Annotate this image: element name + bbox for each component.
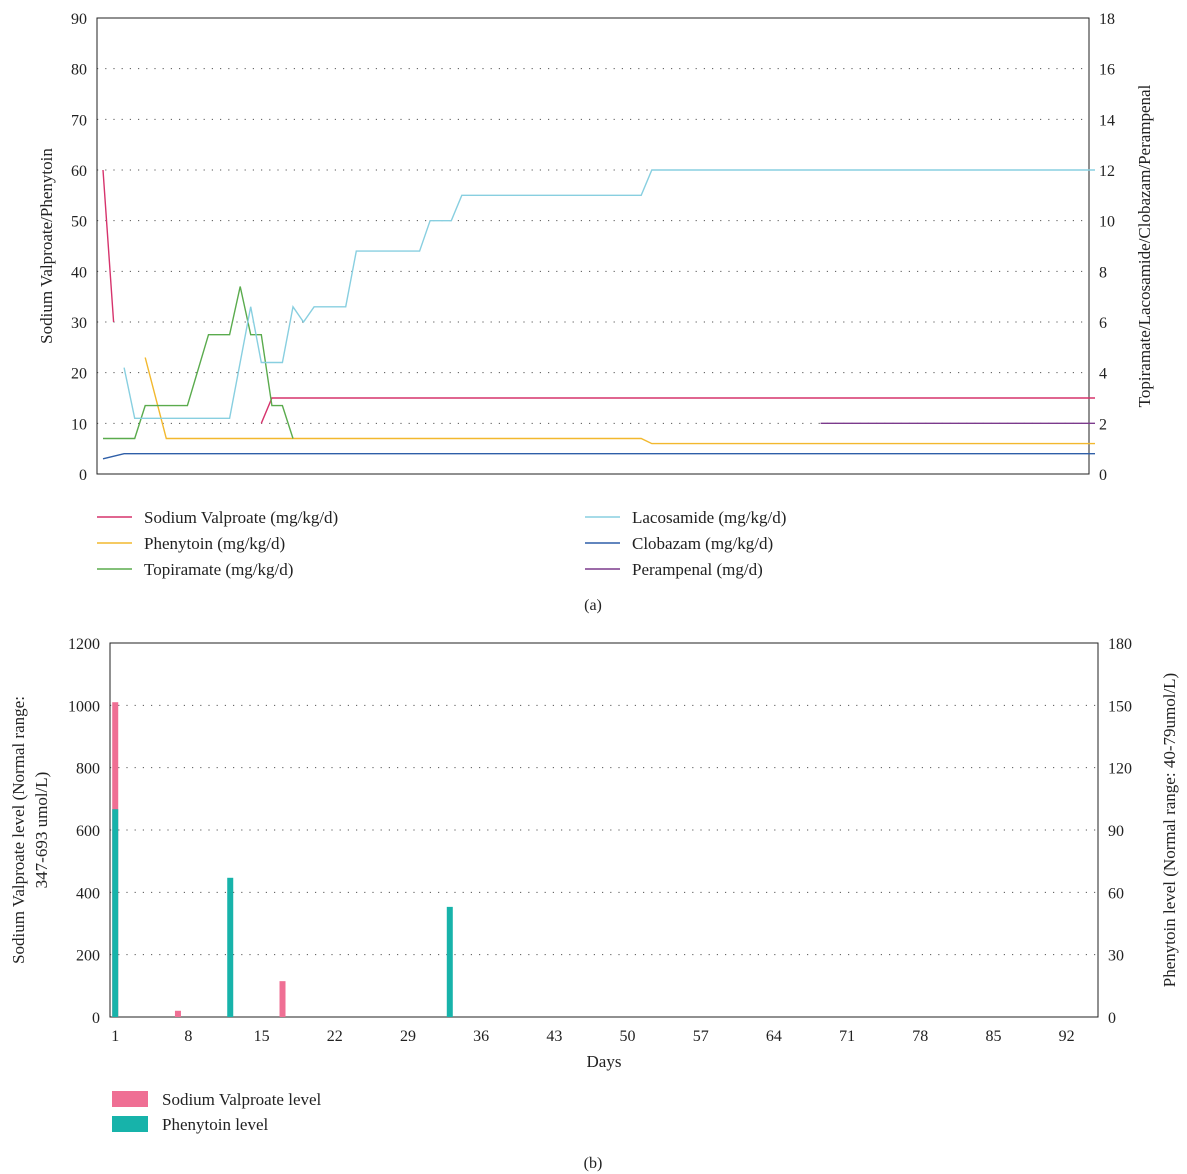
legend-label: Phenytoin (mg/kg/d)	[144, 534, 285, 553]
x-tick-label: 29	[400, 1028, 416, 1045]
y-right-tick-label: 10	[1099, 214, 1115, 231]
panel-b-bar-chart: 0 200 400 600 800 1000 1200 0 30 60 90 120 150 180 1 8 1…	[9, 636, 1179, 1172]
y-left-tick-label: 1200	[68, 636, 100, 653]
bar-phenytoin	[227, 877, 234, 1017]
series-line-4	[123, 169, 1095, 419]
plot-frame	[96, 17, 1090, 475]
x-tick-label: 50	[620, 1028, 636, 1045]
y-right-tick-label: 8	[1099, 264, 1107, 281]
x-tick-label: 85	[985, 1028, 1001, 1045]
series-line-2	[144, 357, 1095, 445]
bar-phenytoin	[446, 906, 453, 1017]
y-right-axis-title: Topiramate/Lacosamide/Clobazam/Perampena…	[1135, 84, 1154, 407]
y-right-tick-label: 180	[1108, 636, 1132, 653]
legend-label: Sodium Valproate level	[162, 1090, 322, 1109]
x-tick-label: 22	[327, 1028, 343, 1045]
y-left-tick-label: 60	[71, 163, 87, 180]
x-tick-label: 64	[766, 1028, 782, 1045]
panel-a-line-chart: 0 10 20 30 40 50 60 70 80 90 0 2 4 6 8 10 12 14 16 18 Sodium…	[37, 11, 1154, 614]
x-tick-label: 43	[546, 1028, 562, 1045]
x-axis-title: Days	[587, 1052, 622, 1071]
y-right-tick-label: 0	[1108, 1010, 1116, 1027]
panel-label-a: (a)	[584, 597, 602, 614]
y-left-tick-label: 30	[71, 315, 87, 332]
legend-label: Clobazam (mg/kg/d)	[632, 534, 773, 553]
series-line-5	[102, 453, 1095, 460]
x-tick-label: 71	[839, 1028, 855, 1045]
y-right-tick-label: 60	[1108, 885, 1124, 902]
y-left-tick-label: 20	[71, 366, 87, 383]
legend-swatch	[112, 1116, 148, 1132]
x-tick-label: 15	[254, 1028, 270, 1045]
y-right-tick-label: 90	[1108, 823, 1124, 840]
x-tick-label: 92	[1059, 1028, 1075, 1045]
y-right-tick-label: 30	[1108, 948, 1124, 965]
legend-label: Sodium Valproate (mg/kg/d)	[144, 508, 338, 527]
y-left-tick-label: 90	[71, 11, 87, 28]
y-left-tick-label: 600	[76, 823, 100, 840]
x-tick-label: 78	[912, 1028, 928, 1045]
y-left-tick-label: 10	[71, 416, 87, 433]
legend-label: Phenytoin level	[162, 1115, 269, 1134]
y-right-tick-label: 2	[1099, 416, 1107, 433]
y-right-tick-label: 14	[1099, 112, 1115, 129]
y-left-tick-label: 1000	[68, 698, 100, 715]
legend-swatch	[112, 1091, 148, 1107]
bar-valproate	[279, 981, 286, 1017]
y-right-axis-title: Phenytoin level (Normal range: 40-79umol…	[1160, 673, 1179, 987]
panel-label-b: (b)	[584, 1155, 603, 1172]
y-left-tick-label: 400	[76, 885, 100, 902]
y-left-tick-label: 0	[79, 467, 87, 484]
y-right-tick-label: 4	[1099, 366, 1107, 383]
legend-label: Lacosamide (mg/kg/d)	[632, 508, 786, 527]
y-right-tick-label: 150	[1108, 698, 1132, 715]
series-line-3	[103, 286, 294, 440]
y-left-tick-label: 800	[76, 761, 100, 778]
bar-phenytoin	[112, 809, 119, 1017]
y-left-tick-label: 80	[71, 62, 87, 79]
y-right-tick-label: 12	[1099, 163, 1115, 180]
plot-frame	[109, 642, 1099, 1018]
y-left-tick-label: 50	[71, 214, 87, 231]
y-left-tick-label: 70	[71, 112, 87, 129]
series-line-1	[102, 169, 1095, 424]
y-left-axis-title: Sodium Valproate level (Normal range: 347…	[9, 696, 51, 964]
legend-label: Topiramate (mg/kg/d)	[144, 560, 293, 579]
x-tick-label: 57	[693, 1028, 709, 1045]
x-tick-label: 1	[111, 1028, 119, 1045]
x-tick-label: 36	[473, 1028, 489, 1045]
y-left-tick-label: 40	[71, 264, 87, 281]
y-left-tick-label: 0	[92, 1010, 100, 1027]
y-right-tick-label: 0	[1099, 467, 1107, 484]
y-left-tick-label: 200	[76, 948, 100, 965]
x-tick-label: 8	[184, 1028, 192, 1045]
y-right-tick-label: 16	[1099, 62, 1115, 79]
y-left-axis-title: Sodium Valproate/Phenytoin	[37, 148, 56, 344]
y-right-tick-label: 120	[1108, 761, 1132, 778]
bar-valproate	[174, 1010, 181, 1017]
y-right-tick-label: 6	[1099, 315, 1107, 332]
legend-label: Perampenal (mg/d)	[632, 560, 763, 579]
y-right-tick-label: 18	[1099, 11, 1115, 28]
